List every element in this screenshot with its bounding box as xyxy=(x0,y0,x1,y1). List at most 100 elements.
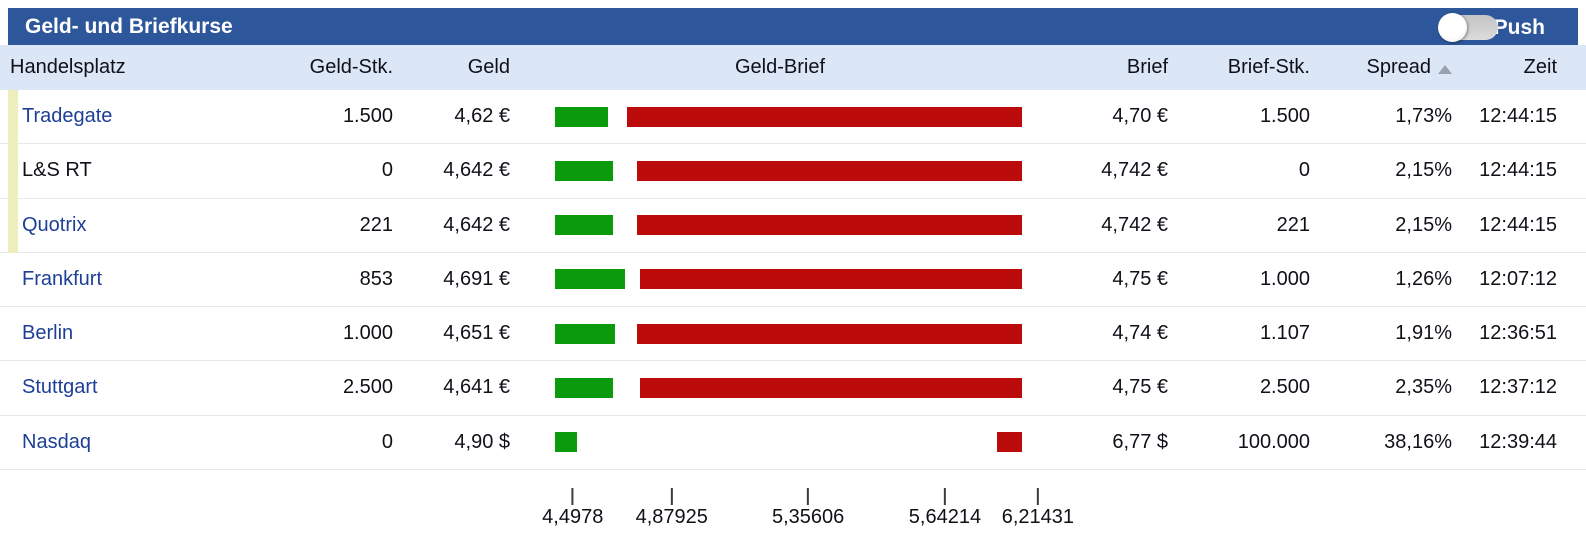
spread-bar-track xyxy=(545,268,1050,290)
geld-stk-value: 221 xyxy=(359,213,393,236)
tick-label: 5,64214 xyxy=(908,506,982,528)
venue-link[interactable]: Quotrix xyxy=(22,213,87,236)
row-marker xyxy=(8,144,18,199)
venue-link[interactable]: Frankfurt xyxy=(22,267,103,290)
row-marker xyxy=(8,90,18,145)
geld-stk-value: 2.500 xyxy=(342,376,393,399)
geld-stk-value: 0 xyxy=(381,430,393,453)
brief-stk-value: 1.500 xyxy=(1259,105,1310,128)
geld-value: 4,90 $ xyxy=(454,430,510,453)
spread-value: 1,73% xyxy=(1395,105,1452,128)
brief-stk-value: 100.000 xyxy=(1237,430,1310,453)
brief-stk-value: 221 xyxy=(1276,213,1310,236)
brief-bar xyxy=(636,215,1022,236)
push-toggle-label: Push xyxy=(1493,15,1545,39)
geld-value: 4,642 € xyxy=(443,159,510,182)
table-body: Tradegate 1.500 4,62 € 4,70 € 1.500 1,73… xyxy=(0,90,1586,470)
column-header-geld-brief[interactable]: Geld-Brief xyxy=(734,56,826,78)
tick-label: 5,35606 xyxy=(771,506,845,528)
brief-value: 4,742 € xyxy=(1101,159,1168,182)
row-marker xyxy=(8,361,18,415)
row-marker xyxy=(8,307,18,361)
axis-tick: 6,21431 xyxy=(1002,470,1074,529)
geld-value: 4,651 € xyxy=(443,322,510,345)
brief-bar xyxy=(639,269,1022,290)
brief-bar xyxy=(636,323,1022,344)
venue-link[interactable]: Berlin xyxy=(22,322,74,345)
brief-stk-value: 1.107 xyxy=(1259,322,1310,345)
venue-link[interactable]: L&S RT xyxy=(22,159,92,182)
column-header-spread[interactable]: Spread xyxy=(1310,56,1452,79)
geld-bar xyxy=(555,377,614,398)
geld-bar xyxy=(555,106,609,127)
geld-value: 4,642 € xyxy=(443,213,510,236)
table-row: Stuttgart 2.500 4,641 € 4,75 € 2.500 2,3… xyxy=(0,361,1586,416)
brief-value: 4,75 € xyxy=(1112,376,1168,399)
geld-value: 4,641 € xyxy=(443,376,510,399)
tick-mark xyxy=(943,488,946,505)
geld-bar xyxy=(555,269,626,290)
brief-stk-value: 0 xyxy=(1298,159,1310,182)
brief-value: 4,74 € xyxy=(1112,322,1168,345)
page-title: Geld- und Briefkurse xyxy=(25,14,233,38)
brief-bar xyxy=(996,432,1023,453)
spread-value: 1,26% xyxy=(1395,267,1452,290)
spread-bar-track xyxy=(545,106,1050,128)
brief-stk-value: 1.000 xyxy=(1259,267,1310,290)
brief-bar xyxy=(636,160,1022,181)
zeit-value: 12:36:51 xyxy=(1479,322,1557,345)
tick-label: 4,87925 xyxy=(635,506,708,528)
tick-mark xyxy=(670,488,673,505)
column-header-handelsplatz[interactable]: Handelsplatz xyxy=(10,56,126,78)
spread-value: 38,16% xyxy=(1384,430,1452,453)
push-toggle-knob[interactable] xyxy=(1437,13,1467,42)
brief-value: 6,77 $ xyxy=(1112,430,1168,453)
push-toggle[interactable]: Push xyxy=(1437,13,1545,42)
brief-value: 4,742 € xyxy=(1101,213,1168,236)
column-header-brief[interactable]: Brief xyxy=(1126,56,1168,78)
axis-tick: 4,87925 xyxy=(636,470,708,529)
axis-tick: 5,64214 xyxy=(909,470,981,529)
brief-value: 4,70 € xyxy=(1112,105,1168,128)
brief-value: 4,75 € xyxy=(1112,267,1168,290)
tick-mark xyxy=(1036,488,1039,505)
venue-link[interactable]: Tradegate xyxy=(22,105,113,128)
venue-link[interactable]: Stuttgart xyxy=(22,376,98,399)
brief-stk-value: 2.500 xyxy=(1259,376,1310,399)
axis-tick: 5,35606 xyxy=(772,470,844,529)
geld-bar xyxy=(555,432,578,453)
zeit-value: 12:44:15 xyxy=(1479,159,1557,182)
column-header-zeit[interactable]: Zeit xyxy=(1523,56,1557,78)
geld-stk-value: 0 xyxy=(381,159,393,182)
push-toggle-track[interactable] xyxy=(1437,13,1498,42)
table-row: Tradegate 1.500 4,62 € 4,70 € 1.500 1,73… xyxy=(0,90,1586,145)
column-header-geld-stk[interactable]: Geld-Stk. xyxy=(309,56,393,78)
venue-link[interactable]: Nasdaq xyxy=(22,430,91,453)
spread-bar-track xyxy=(545,323,1050,345)
table-row: L&S RT 0 4,642 € 4,742 € 0 2,15% 12:44:1… xyxy=(0,144,1586,199)
row-marker xyxy=(8,253,18,307)
brief-bar xyxy=(639,377,1022,398)
column-header-brief-stk[interactable]: Brief-Stk. xyxy=(1227,56,1310,78)
title-bar: Geld- und Briefkurse Push xyxy=(8,8,1578,45)
table-row: Quotrix 221 4,642 € 4,742 € 221 2,15% 12… xyxy=(0,198,1586,253)
table-row: Nasdaq 0 4,90 $ 6,77 $ 100.000 38,16% 12… xyxy=(0,416,1586,470)
spread-bar-track xyxy=(545,160,1050,182)
zeit-value: 12:37:12 xyxy=(1479,376,1557,399)
tick-label: 6,21431 xyxy=(1001,506,1075,528)
spread-bar-track xyxy=(545,214,1050,236)
geld-bar xyxy=(555,215,614,236)
table-header: Handelsplatz Geld-Stk. Geld Geld-Brief B… xyxy=(0,45,1586,90)
spread-bar-track xyxy=(545,431,1050,453)
tick-mark xyxy=(571,488,574,505)
axis-tick: 4,4978 xyxy=(542,470,603,529)
price-axis: 4,4978 4,87925 5,35606 5,64214 6,21431 xyxy=(542,470,1074,550)
column-header-geld[interactable]: Geld xyxy=(467,56,510,78)
table-row: Berlin 1.000 4,651 € 4,74 € 1.107 1,91% … xyxy=(0,307,1586,362)
spread-value: 2,15% xyxy=(1395,213,1452,236)
zeit-value: 12:07:12 xyxy=(1479,267,1557,290)
column-header-spread-label: Spread xyxy=(1366,56,1432,78)
brief-bar xyxy=(626,106,1022,127)
sort-ascending-icon xyxy=(1438,64,1452,74)
spread-value: 2,15% xyxy=(1395,159,1452,182)
